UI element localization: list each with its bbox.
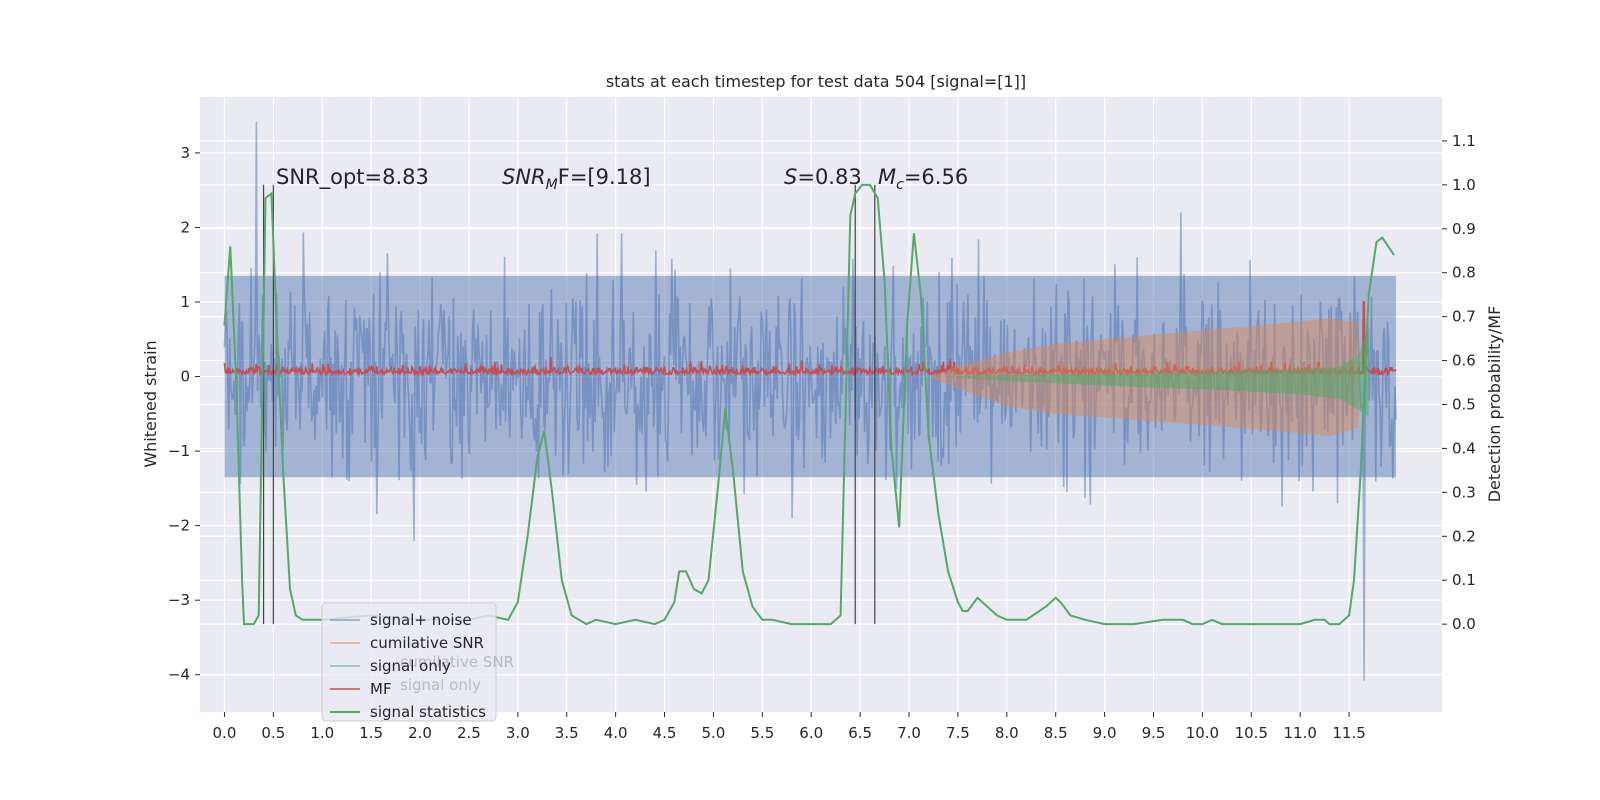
y-tick-label: −4 bbox=[168, 666, 190, 684]
annotation-mc-value: =6.56 bbox=[904, 165, 968, 189]
x-tick-label: 1.5 bbox=[359, 724, 383, 742]
x-tick-label: 1.0 bbox=[310, 724, 334, 742]
legend-ghost-label: signal only bbox=[400, 676, 481, 694]
x-tick-label: 8.0 bbox=[995, 724, 1019, 742]
x-tick-label: 2.0 bbox=[408, 724, 432, 742]
legend-ghost-label: cumilative SNR bbox=[400, 653, 514, 671]
x-tick-label: 8.5 bbox=[1044, 724, 1068, 742]
y2-axis-label: Detection probability/MF bbox=[1485, 306, 1504, 503]
y-axis-label: Whitened strain bbox=[141, 340, 160, 467]
x-tick-label: 10.5 bbox=[1235, 724, 1268, 742]
annotation-s-symbol: S bbox=[784, 165, 797, 189]
y2-tick-label: 0.5 bbox=[1452, 396, 1476, 414]
annotation-mc-symbol: M bbox=[878, 165, 896, 189]
x-tick-label: 6.5 bbox=[848, 724, 872, 742]
annotation-snr-mf-symbol: SNR bbox=[502, 165, 546, 189]
annotation-snr-mf-subscript: M bbox=[546, 177, 558, 193]
legend-label: signal+ noise bbox=[370, 611, 472, 629]
legend-label: cumilative SNR bbox=[370, 634, 484, 652]
x-tick-label: 4.5 bbox=[653, 724, 677, 742]
y2-tick-label: 1.0 bbox=[1452, 176, 1476, 194]
y-tick-label: 2 bbox=[180, 218, 190, 236]
legend-label: signal statistics bbox=[370, 703, 486, 721]
y-tick-label: 0 bbox=[180, 368, 190, 386]
signal-noise-line bbox=[223, 121, 1397, 681]
x-tick-label: 7.0 bbox=[897, 724, 921, 742]
signal-only-band bbox=[938, 324, 1369, 418]
x-tick-label: 2.5 bbox=[457, 724, 481, 742]
legend-entries: signal+ noise cumilative SNR signal only MF… bbox=[330, 611, 486, 721]
annotations: SNR_opt=8.83 SNRMF=[9.18] S=0.83 Mc=6.56 bbox=[276, 165, 968, 193]
x-tick-label: 6.0 bbox=[799, 724, 823, 742]
annotation-snr-mf: SNRMF=[9.18] bbox=[502, 165, 651, 193]
x-tick-label: 4.0 bbox=[604, 724, 628, 742]
x-tick-label: 11.0 bbox=[1283, 724, 1316, 742]
legend-box bbox=[321, 602, 497, 722]
snr-bands bbox=[928, 318, 1369, 437]
y-tick-label: 1 bbox=[180, 293, 190, 311]
y2-tick-label: 1.1 bbox=[1452, 132, 1476, 150]
annotation-snr-opt: SNR_opt=8.83 bbox=[276, 165, 429, 190]
x-tick-label: 11.5 bbox=[1332, 724, 1365, 742]
y-tick-label: −1 bbox=[168, 442, 190, 460]
x-axis-ticks: 0.0 0.5 1.0 1.5 2.0 2.5 3.0 3.5 4.0 4.5 5.0 5.5 6.0 6… bbox=[213, 712, 1366, 742]
legend-label: MF bbox=[370, 680, 392, 698]
legend-label: signal only bbox=[370, 657, 451, 675]
x-tick-label: 3.0 bbox=[506, 724, 530, 742]
annotation-mc-subscript: c bbox=[896, 177, 904, 193]
y2-tick-label: 0.2 bbox=[1452, 527, 1476, 545]
chart-title: stats at each timestep for test data 504… bbox=[606, 72, 1026, 91]
x-tick-label: 0.0 bbox=[213, 724, 237, 742]
annotation-s: S=0.83 bbox=[784, 165, 862, 189]
x-tick-label: 10.0 bbox=[1186, 724, 1219, 742]
y2-tick-label: 0.9 bbox=[1452, 220, 1476, 238]
annotation-mc: Mc=6.56 bbox=[878, 165, 968, 193]
y2-tick-label: 0.0 bbox=[1452, 615, 1476, 633]
y2-tick-label: 0.4 bbox=[1452, 439, 1476, 457]
y2-tick-label: 0.3 bbox=[1452, 483, 1476, 501]
x-tick-label: 7.5 bbox=[946, 724, 970, 742]
y-axis-ticks: 3 2 1 0 −1 −2 −3 −4 bbox=[168, 144, 200, 684]
x-tick-label: 5.0 bbox=[701, 724, 725, 742]
x-tick-label: 9.0 bbox=[1093, 724, 1117, 742]
x-tick-label: 0.5 bbox=[261, 724, 285, 742]
y2-tick-label: 0.8 bbox=[1452, 264, 1476, 282]
legend-ghost-labels: cumilative SNR signal only bbox=[400, 653, 514, 694]
x-tick-label: 3.5 bbox=[555, 724, 579, 742]
y2-tick-label: 0.7 bbox=[1452, 308, 1476, 326]
annotation-snr-mf-value: F=[9.18] bbox=[558, 165, 651, 189]
y2-tick-label: 0.6 bbox=[1452, 352, 1476, 370]
annotation-s-value: =0.83 bbox=[797, 165, 861, 189]
y-tick-label: −3 bbox=[168, 591, 190, 609]
x-tick-label: 9.5 bbox=[1142, 724, 1166, 742]
y-tick-label: 3 bbox=[180, 144, 190, 162]
y-tick-label: −2 bbox=[168, 517, 190, 535]
x-tick-label: 5.5 bbox=[750, 724, 774, 742]
y2-tick-label: 0.1 bbox=[1452, 571, 1476, 589]
y2-axis-ticks: 1.1 1.0 0.9 0.8 0.7 0.6 0.5 0.4 0.3 0.2 0.1 0.0 bbox=[1442, 132, 1476, 633]
